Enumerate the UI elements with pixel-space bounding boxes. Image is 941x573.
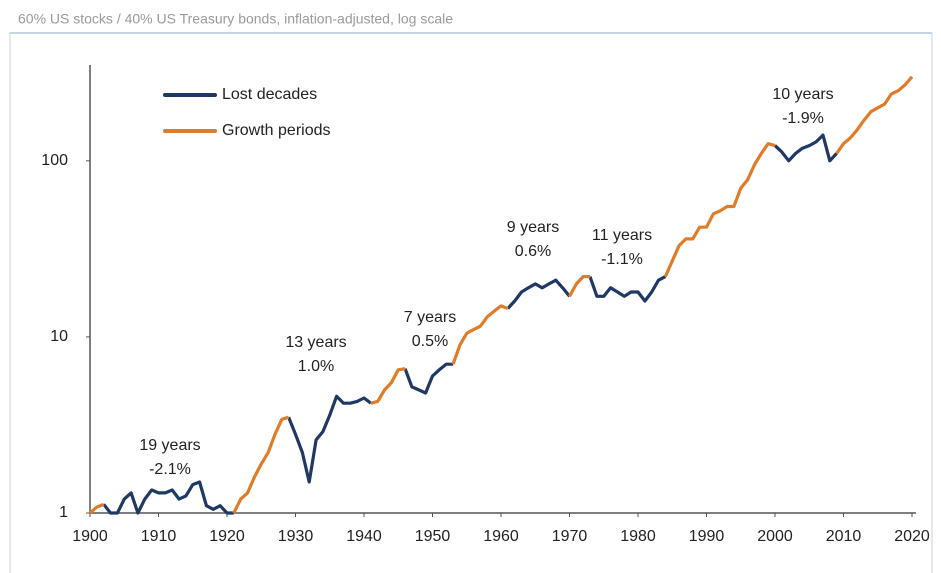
x-tick-label: 1940 (346, 528, 382, 545)
x-tick-label: 1900 (72, 528, 108, 545)
annotation-rate: -1.9% (782, 110, 824, 127)
x-tick-label: 1950 (415, 528, 451, 545)
annotation-period: 7 years (404, 309, 456, 326)
y-tick-label: 100 (41, 152, 68, 169)
annotation-rate: 1.0% (298, 358, 334, 375)
y-tick-label: 1 (59, 504, 68, 521)
annotation-period: 11 years (592, 227, 652, 244)
chart-title: 60% US stocks / 40% US Treasury bonds, i… (18, 11, 453, 27)
x-tick-label: 1920 (209, 528, 245, 545)
x-tick-label: 1990 (689, 528, 725, 545)
x-tick-label: 1930 (278, 528, 314, 545)
x-tick-label: 2010 (826, 528, 862, 545)
x-tick-label: 1910 (141, 528, 177, 545)
annotation-period: 10 years (772, 86, 833, 103)
annotation-rate: -2.1% (149, 461, 191, 478)
annotation-rate: 0.5% (412, 333, 448, 350)
annotation-period: 9 years (507, 219, 559, 236)
x-tick-label: 1970 (552, 528, 588, 545)
legend-label: Growth periods (222, 122, 331, 139)
legend-label: Lost decades (222, 86, 317, 103)
y-tick-label: 10 (50, 328, 68, 345)
annotation-rate: 0.6% (515, 243, 551, 260)
x-tick-label: 1960 (483, 528, 519, 545)
series-line (102, 133, 838, 515)
annotation-rate: -1.1% (601, 251, 643, 268)
x-tick-label: 1980 (620, 528, 656, 545)
series-line (88, 75, 914, 515)
x-tick-label: 2000 (757, 528, 793, 545)
x-tick-label: 2020 (894, 528, 930, 545)
annotation-period: 19 years (139, 437, 200, 454)
annotation-period: 13 years (285, 334, 346, 351)
